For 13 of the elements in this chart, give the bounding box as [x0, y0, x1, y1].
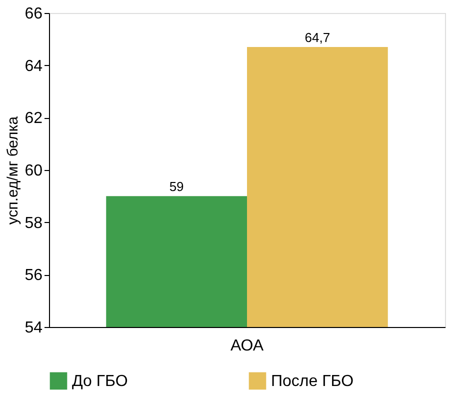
y-tick-label: 62 — [24, 110, 43, 128]
data-label: 59 — [169, 179, 184, 194]
y-tick-label: 60 — [24, 162, 43, 180]
y-tick-label: 58 — [24, 214, 43, 232]
x-tick-label: АОА — [230, 338, 264, 354]
y-tick-label: 66 — [24, 6, 43, 22]
legend-label: После ГБО — [271, 372, 354, 390]
legend-label: До ГБО — [72, 372, 128, 390]
data-label: 64,7 — [304, 30, 330, 46]
y-axis-title: усп.ед/мг белка — [4, 116, 22, 225]
y-tick-label: 56 — [24, 267, 43, 284]
y-tick-label: 64 — [24, 58, 43, 75]
y-tick-label: 54 — [24, 320, 43, 336]
